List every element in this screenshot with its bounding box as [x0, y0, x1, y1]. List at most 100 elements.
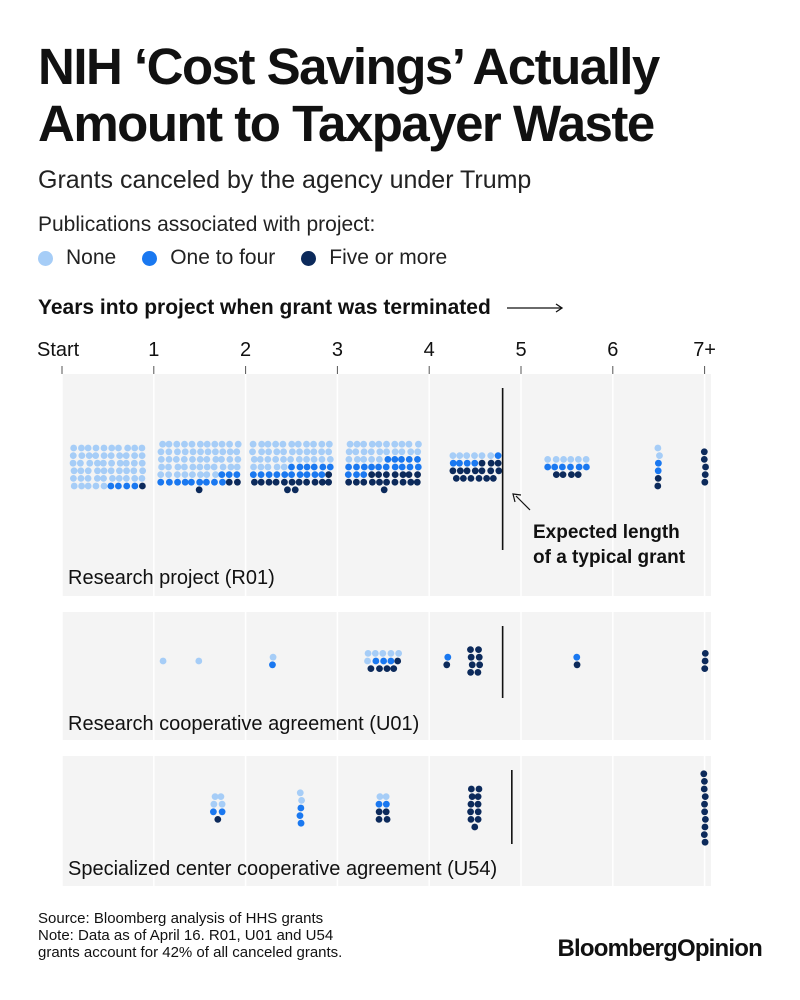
data-point: [444, 653, 452, 661]
data-point: [269, 661, 276, 669]
data-point: [158, 463, 165, 471]
data-point: [138, 482, 146, 490]
data-point: [172, 456, 180, 463]
x-tick-label-0: Start: [37, 339, 80, 361]
data-point: [84, 482, 92, 490]
data-point: [197, 448, 204, 456]
data-point: [303, 440, 310, 448]
data-point: [360, 471, 368, 478]
data-point: [288, 440, 296, 448]
data-point: [94, 459, 101, 467]
data-point: [296, 471, 304, 478]
data-point: [250, 456, 258, 463]
data-point: [474, 808, 482, 816]
data-point: [273, 471, 281, 478]
data-point: [372, 657, 380, 665]
data-point: [188, 440, 196, 448]
data-point: [138, 444, 146, 452]
data-point: [395, 650, 403, 657]
data-point: [467, 653, 475, 661]
data-point: [701, 800, 708, 808]
data-point: [294, 440, 302, 448]
data-point: [272, 456, 280, 463]
data-point: [165, 456, 173, 463]
data-point: [108, 444, 116, 452]
data-point: [318, 440, 326, 448]
data-point: [467, 785, 475, 793]
data-point: [353, 463, 360, 471]
data-point: [196, 463, 204, 471]
data-point: [284, 486, 291, 494]
data-point: [654, 459, 662, 467]
data-point: [165, 478, 173, 486]
data-point: [173, 471, 181, 478]
data-point: [382, 800, 390, 808]
data-point: [318, 456, 326, 463]
data-point: [371, 650, 379, 657]
data-point: [214, 816, 222, 823]
data-point: [233, 463, 241, 471]
data-point: [399, 478, 407, 486]
data-point: [383, 816, 391, 823]
data-point: [131, 452, 139, 459]
data-point: [165, 448, 173, 456]
data-point: [405, 471, 413, 478]
data-point: [391, 456, 399, 463]
data-point: [406, 463, 414, 471]
data-point: [138, 459, 146, 467]
data-point: [288, 471, 295, 478]
data-point: [281, 471, 289, 478]
data-point: [701, 657, 709, 665]
data-point: [368, 471, 376, 478]
data-point: [311, 471, 319, 478]
data-point: [474, 800, 482, 808]
data-point: [367, 665, 375, 672]
data-point: [296, 789, 304, 797]
data-point: [382, 793, 390, 800]
data-point: [288, 478, 296, 486]
data-point: [325, 471, 333, 478]
legend-item-five-or-more: Five or more: [301, 246, 447, 270]
data-point: [115, 467, 123, 475]
data-point: [139, 467, 147, 475]
data-note-line-2: grants account for 42% of all canceled g…: [38, 944, 343, 961]
data-point: [69, 452, 77, 459]
data-point: [131, 475, 139, 482]
legend-label-one-to-four: One to four: [170, 246, 276, 269]
data-point: [85, 452, 93, 459]
data-point: [701, 471, 709, 478]
data-point: [654, 475, 662, 482]
data-point: [376, 448, 384, 456]
data-point: [264, 440, 272, 448]
data-point: [181, 440, 188, 448]
data-point: [310, 440, 317, 448]
data-point: [257, 478, 265, 486]
data-point: [280, 448, 287, 456]
data-point: [122, 475, 130, 482]
data-point: [70, 444, 78, 452]
data-point: [468, 661, 476, 669]
data-point: [345, 456, 353, 463]
data-point: [180, 456, 188, 463]
data-point: [138, 475, 146, 482]
data-point: [413, 478, 421, 486]
data-point: [269, 653, 277, 661]
data-point: [159, 440, 167, 448]
data-point: [558, 463, 566, 471]
data-point: [390, 665, 398, 672]
data-point: [124, 444, 132, 452]
data-point: [449, 452, 457, 459]
data-point: [165, 471, 173, 478]
legend-label-five-or-more: Five or more: [329, 246, 448, 269]
data-point: [346, 440, 354, 448]
data-point: [165, 463, 172, 471]
data-point: [226, 456, 234, 463]
data-point: [360, 478, 368, 486]
data-point: [380, 657, 388, 665]
data-point: [325, 478, 333, 486]
data-point: [296, 463, 304, 471]
data-point: [478, 467, 486, 475]
data-point: [157, 478, 165, 486]
data-point: [196, 456, 204, 463]
data-point: [159, 657, 167, 665]
